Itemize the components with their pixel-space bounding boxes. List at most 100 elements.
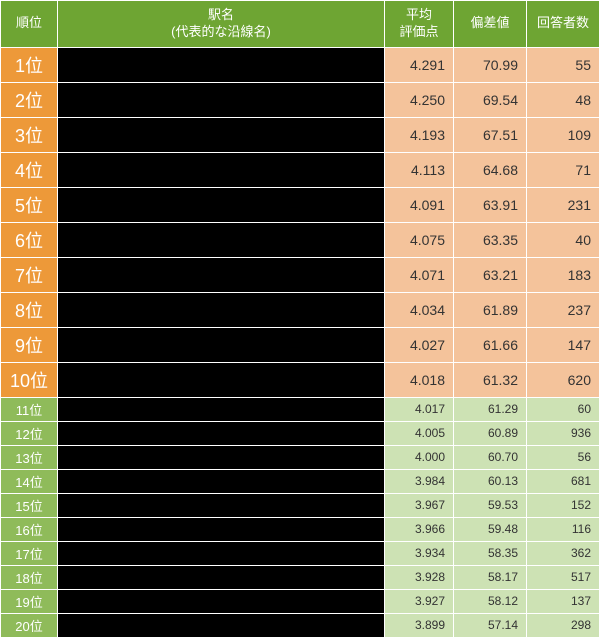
- dev-cell: 57.14: [454, 613, 527, 637]
- avg-cell: 3.966: [385, 517, 454, 541]
- cnt-cell: 620: [527, 362, 600, 397]
- dev-cell: 64.68: [454, 152, 527, 187]
- station-cell: [58, 469, 385, 493]
- table-row: 11位 4.01761.2960: [1, 397, 600, 421]
- cnt-cell: 48: [527, 82, 600, 117]
- rank-cell: 7位: [1, 257, 58, 292]
- table-row: 12位4.00560.89936: [1, 421, 600, 445]
- avg-cell: 4.250: [385, 82, 454, 117]
- cnt-cell: 681: [527, 469, 600, 493]
- table-row: 1位4.29170.9955: [1, 47, 600, 82]
- dev-cell: 59.53: [454, 493, 527, 517]
- col-header-rank: 順位: [1, 1, 58, 48]
- table-row: 5位4.09163.91231: [1, 187, 600, 222]
- cnt-cell: 56: [527, 445, 600, 469]
- rank-cell: 11位: [1, 397, 58, 421]
- table-row: 6位4.07563.3540: [1, 222, 600, 257]
- station-cell: [58, 47, 385, 82]
- avg-cell: 4.027: [385, 327, 454, 362]
- table-header: 順位 駅名(代表的な沿線名) 平均評価点 偏差値 回答者数: [1, 1, 600, 48]
- cnt-cell: 231: [527, 187, 600, 222]
- table-body: 1位4.29170.99552位4.25069.54483位4.19367.51…: [1, 47, 600, 637]
- dev-cell: 58.35: [454, 541, 527, 565]
- station-cell: [58, 541, 385, 565]
- avg-cell: 4.005: [385, 421, 454, 445]
- station-cell: [58, 117, 385, 152]
- avg-cell: 4.017: [385, 397, 454, 421]
- table-row: 13位4.00060.7056: [1, 445, 600, 469]
- col-header-dev: 偏差値: [454, 1, 527, 48]
- rank-cell: 12位: [1, 421, 58, 445]
- station-cell: [58, 152, 385, 187]
- table-row: 9位 4.02761.66147: [1, 327, 600, 362]
- cnt-cell: 60: [527, 397, 600, 421]
- dev-cell: 60.89: [454, 421, 527, 445]
- col-header-cnt: 回答者数: [527, 1, 600, 48]
- col-header-station: 駅名(代表的な沿線名): [58, 1, 385, 48]
- dev-cell: 63.91: [454, 187, 527, 222]
- col-header-avg: 平均評価点: [385, 1, 454, 48]
- cnt-cell: 152: [527, 493, 600, 517]
- rank-cell: 5位: [1, 187, 58, 222]
- dev-cell: 58.12: [454, 589, 527, 613]
- cnt-cell: 137: [527, 589, 600, 613]
- rank-cell: 1位: [1, 47, 58, 82]
- station-cell: [58, 292, 385, 327]
- ranking-table: 順位 駅名(代表的な沿線名) 平均評価点 偏差値 回答者数 1位4.29170.…: [0, 0, 600, 638]
- table-row: 20位3.89957.14298: [1, 613, 600, 637]
- station-cell: [58, 613, 385, 637]
- cnt-cell: 116: [527, 517, 600, 541]
- avg-cell: 4.193: [385, 117, 454, 152]
- dev-cell: 69.54: [454, 82, 527, 117]
- station-cell: [58, 421, 385, 445]
- dev-cell: 61.89: [454, 292, 527, 327]
- rank-cell: 4位: [1, 152, 58, 187]
- table-row: 18位3.92858.17517: [1, 565, 600, 589]
- table-row: 2位4.25069.5448: [1, 82, 600, 117]
- table-row: 15位 3.96759.53152: [1, 493, 600, 517]
- rank-cell: 19位: [1, 589, 58, 613]
- avg-cell: 3.934: [385, 541, 454, 565]
- cnt-cell: 147: [527, 327, 600, 362]
- rank-cell: 6位: [1, 222, 58, 257]
- rank-cell: 14位: [1, 469, 58, 493]
- cnt-cell: 109: [527, 117, 600, 152]
- table-row: 14位3.98460.13681: [1, 469, 600, 493]
- table-row: 3位4.19367.51109: [1, 117, 600, 152]
- cnt-cell: 183: [527, 257, 600, 292]
- dev-cell: 61.66: [454, 327, 527, 362]
- station-cell: [58, 517, 385, 541]
- rank-cell: 3位: [1, 117, 58, 152]
- station-cell: [58, 187, 385, 222]
- dev-cell: 60.13: [454, 469, 527, 493]
- avg-cell: 3.927: [385, 589, 454, 613]
- rank-cell: 8位: [1, 292, 58, 327]
- table-row: 16位3.96659.48116: [1, 517, 600, 541]
- station-cell: [58, 397, 385, 421]
- rank-cell: 15位: [1, 493, 58, 517]
- avg-cell: 4.034: [385, 292, 454, 327]
- avg-cell: 4.018: [385, 362, 454, 397]
- table-row: 4位4.11364.6871: [1, 152, 600, 187]
- avg-cell: 3.967: [385, 493, 454, 517]
- rank-cell: 9位: [1, 327, 58, 362]
- dev-cell: 61.29: [454, 397, 527, 421]
- dev-cell: 63.35: [454, 222, 527, 257]
- station-cell: [58, 257, 385, 292]
- table-row: 17位3.93458.35362: [1, 541, 600, 565]
- avg-cell: 3.928: [385, 565, 454, 589]
- dev-cell: 60.70: [454, 445, 527, 469]
- avg-cell: 4.000: [385, 445, 454, 469]
- cnt-cell: 298: [527, 613, 600, 637]
- station-cell: [58, 362, 385, 397]
- cnt-cell: 237: [527, 292, 600, 327]
- rank-cell: 20位: [1, 613, 58, 637]
- table-row: 10位 4.01861.32620: [1, 362, 600, 397]
- rank-cell: 10位: [1, 362, 58, 397]
- table-row: 19位 3.92758.12137: [1, 589, 600, 613]
- station-cell: [58, 222, 385, 257]
- station-cell: [58, 565, 385, 589]
- dev-cell: 61.32: [454, 362, 527, 397]
- cnt-cell: 71: [527, 152, 600, 187]
- cnt-cell: 40: [527, 222, 600, 257]
